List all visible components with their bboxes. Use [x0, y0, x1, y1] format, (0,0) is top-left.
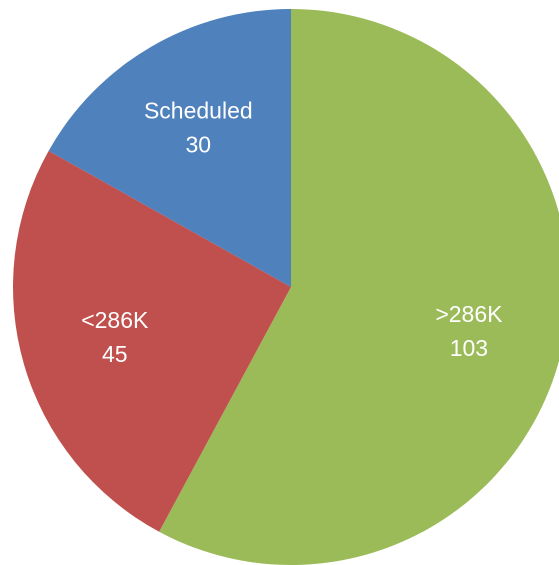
- pie-slice: [159, 9, 559, 565]
- pie-slice: [13, 150, 292, 532]
- slice-label: Scheduled: [144, 98, 253, 124]
- slice-label: >286K: [435, 301, 503, 327]
- slice-value: 103: [450, 335, 488, 361]
- pie-slice: [48, 9, 291, 287]
- slice-label: <286K: [81, 307, 149, 333]
- slice-value: 30: [186, 132, 212, 158]
- slice-value: 45: [102, 341, 128, 367]
